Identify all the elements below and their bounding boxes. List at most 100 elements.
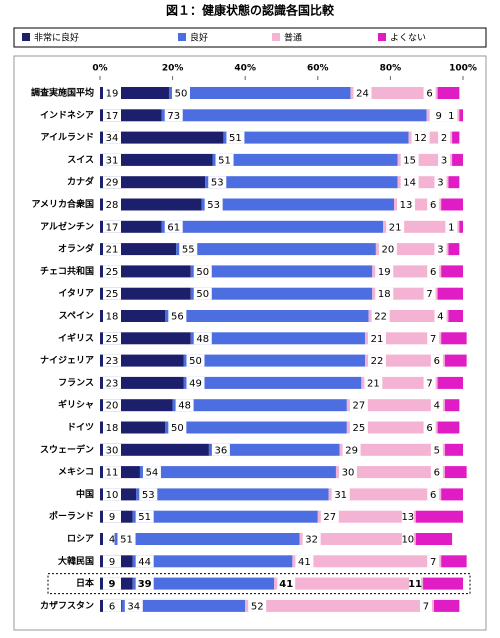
value-label: 11 <box>408 579 422 590</box>
value-label: 50 <box>196 289 209 300</box>
value-label-bg <box>168 421 187 434</box>
bar-segment <box>433 599 460 612</box>
value-label: 7 <box>430 334 436 345</box>
value-label: 56 <box>171 312 184 323</box>
value-label: 20 <box>382 245 395 256</box>
y-tick-label: メキシコ <box>58 467 94 478</box>
bar-segment <box>205 176 398 189</box>
value-label: 50 <box>196 267 209 278</box>
value-label-bg <box>349 399 368 412</box>
bar-segment <box>223 131 409 144</box>
value-label-bg <box>103 555 121 568</box>
value-label-bg <box>164 220 183 233</box>
bar-segment <box>183 354 365 367</box>
value-label-bg <box>375 287 394 300</box>
y-tick-label: スイス <box>67 154 94 165</box>
value-label: 13 <box>401 512 414 523</box>
value-label-bg <box>430 466 443 479</box>
value-label-bg <box>302 533 321 545</box>
value-label-bg <box>423 287 436 300</box>
value-label-bg <box>103 198 121 211</box>
value-label: 25 <box>106 267 119 278</box>
value-label-bg <box>423 421 436 434</box>
value-label: 9 <box>436 111 442 122</box>
x-tick-label: 80% <box>380 64 402 74</box>
bar-segment <box>335 466 445 479</box>
value-label: 34 <box>127 601 140 612</box>
value-label-bg <box>401 533 414 545</box>
value-label-bg <box>378 243 397 256</box>
y-tick-label: スウェーデン <box>40 443 94 455</box>
value-label-bg <box>342 443 361 456</box>
bar-segment <box>452 131 460 144</box>
bar-segment <box>100 332 191 345</box>
value-label: 4 <box>109 535 115 546</box>
y-tick-label: スペイン <box>59 311 94 322</box>
y-tick-label: カザフスタン <box>40 599 94 611</box>
value-label: 19 <box>106 89 119 100</box>
value-label-bg <box>103 243 121 256</box>
value-label: 9 <box>109 557 115 568</box>
value-label-bg <box>434 243 447 256</box>
bar-segment <box>444 399 460 412</box>
value-label: 6 <box>434 356 440 367</box>
bar-segment <box>448 310 463 322</box>
value-label: 9 <box>109 579 116 590</box>
bar-segment <box>172 399 347 412</box>
value-label: 7 <box>423 601 429 612</box>
value-label: 3 <box>437 178 443 189</box>
value-label-bg <box>349 421 368 434</box>
value-label-bg <box>438 131 451 144</box>
value-label: 54 <box>146 468 159 479</box>
value-label-bg <box>135 510 154 523</box>
value-label-bg <box>427 332 440 345</box>
bar-segment <box>444 354 467 367</box>
value-label: 25 <box>106 334 119 345</box>
bar-segment <box>208 443 340 456</box>
value-label: 7 <box>430 557 436 568</box>
value-label: 31 <box>106 155 119 166</box>
value-label: 17 <box>106 111 119 122</box>
value-label-bg <box>103 421 121 434</box>
value-label: 21 <box>389 222 402 233</box>
bar-segment <box>415 510 463 523</box>
value-label: 10 <box>106 490 119 501</box>
bar-segment <box>168 87 351 99</box>
value-label: 53 <box>207 200 220 211</box>
value-label: 41 <box>279 579 293 590</box>
y-tick-label: イギリス <box>58 332 94 344</box>
value-label-bg <box>103 310 121 322</box>
y-tick-label: アイルランド <box>40 132 94 143</box>
value-label-bg <box>400 176 419 189</box>
value-label-bg <box>193 287 212 300</box>
value-label-bg <box>445 109 458 122</box>
value-label: 22 <box>374 312 387 323</box>
bar-segment <box>136 488 329 501</box>
value-label-bg <box>193 265 212 278</box>
value-label: 11 <box>106 468 119 479</box>
bar-segment <box>100 287 191 300</box>
value-label-bg <box>215 153 234 166</box>
bar-segment <box>441 488 463 501</box>
bar-segment <box>415 533 453 545</box>
value-label-bg <box>427 555 440 568</box>
chart-title: 図１：健康状態の認識各国比較 <box>166 3 335 18</box>
value-label-bg <box>103 376 121 389</box>
highlight-box <box>47 573 471 595</box>
legend-swatch <box>178 33 186 41</box>
value-label-bg <box>103 109 121 122</box>
value-label-bg <box>171 87 190 99</box>
value-label: 48 <box>178 401 191 412</box>
value-label-bg <box>423 376 436 389</box>
y-tick-label: ギリシャ <box>58 399 94 411</box>
bar-segment <box>100 198 202 211</box>
bar-segment <box>437 421 460 434</box>
legend-label: 非常に良好 <box>34 32 79 44</box>
value-label-bg <box>430 354 443 367</box>
value-label-bg <box>164 109 183 122</box>
value-label-bg <box>353 87 372 99</box>
bar-segment <box>201 198 395 211</box>
bar-segment <box>132 555 293 568</box>
value-label: 3 <box>437 245 443 256</box>
value-label-bg <box>179 243 198 256</box>
